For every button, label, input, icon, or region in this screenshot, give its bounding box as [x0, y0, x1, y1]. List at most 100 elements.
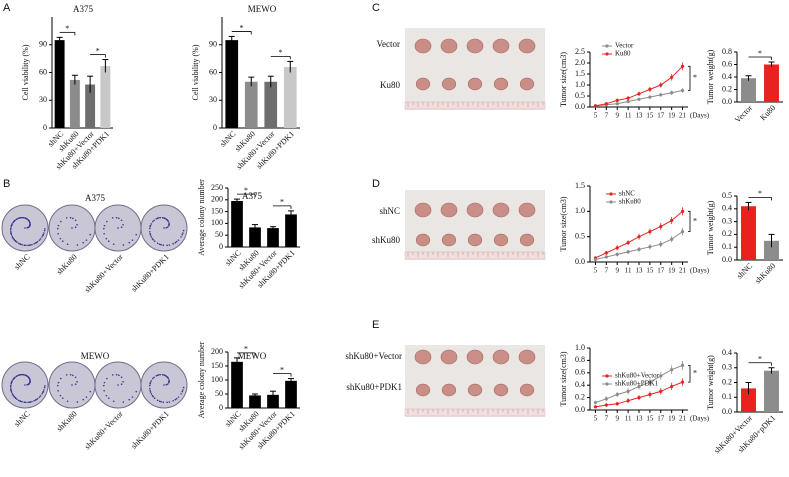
y-tick-label: 0 [43, 123, 47, 132]
colony [9, 384, 12, 387]
x-tick-label: 15 [646, 112, 654, 120]
point [659, 374, 663, 378]
colony [36, 240, 39, 243]
legend-marker [605, 44, 609, 48]
colony [149, 232, 151, 235]
colony [17, 242, 20, 245]
panel-label: D [372, 178, 380, 190]
colony [148, 384, 151, 387]
colony [24, 227, 26, 229]
tumor [467, 383, 483, 397]
chart: 0.0 0.2 0.4 0.6 0.8 1.0 Tumor size(cm3) 5 7 9 11 13… [559, 343, 710, 423]
colony [118, 217, 120, 220]
error-bar [234, 357, 240, 366]
colony [167, 377, 170, 380]
x-unit: (Days) [690, 112, 710, 120]
panel-label: A [3, 2, 11, 14]
colony [10, 224, 13, 226]
colony [28, 219, 30, 222]
colony [167, 224, 170, 227]
legend-marker [609, 200, 613, 204]
colony [28, 244, 31, 246]
colony [106, 377, 108, 380]
colony [153, 376, 155, 379]
colony [27, 383, 29, 386]
x-tick-label: shNC [735, 261, 754, 280]
colony [19, 217, 22, 219]
colony [76, 223, 78, 226]
significance-label: * [693, 73, 697, 82]
y-tick-label: 1.5 [575, 181, 585, 190]
colony [38, 396, 41, 398]
colony [24, 374, 26, 376]
colony [11, 236, 14, 238]
y-tick-label: 250 [211, 183, 223, 192]
panel-label: B [3, 178, 10, 190]
x-tick-label: 7 [605, 112, 609, 120]
colony [31, 243, 33, 246]
significance-label: * [758, 355, 762, 364]
colony [17, 217, 20, 219]
colony [69, 216, 72, 219]
colony [76, 244, 79, 246]
colony [162, 401, 165, 404]
y-tick-label: 0 [219, 242, 223, 251]
colony [120, 226, 123, 229]
chart-title: A375 [73, 4, 93, 14]
y-tick-label: 1.5 [575, 69, 585, 78]
point [680, 64, 685, 68]
x-tick-label: 21 [679, 415, 687, 423]
y-tick-label: 0.1 [722, 242, 732, 251]
colony [149, 391, 152, 393]
point [626, 250, 630, 254]
tumor [440, 202, 458, 218]
bar [54, 40, 65, 128]
y-tick-label: 0.2 [722, 229, 732, 238]
x-tick-label: 7 [605, 415, 609, 423]
bar [741, 78, 756, 102]
y-tick-label: 2.5 [575, 47, 585, 56]
colony [16, 241, 18, 243]
colony [11, 393, 14, 395]
legend-label: Vector [615, 42, 634, 50]
error-bar [768, 233, 775, 248]
y-tick-label: 0.0 [575, 405, 585, 414]
colony [21, 373, 24, 376]
colony [31, 400, 33, 403]
bar [267, 394, 279, 408]
bar [225, 40, 239, 128]
bar [285, 214, 297, 247]
bar [264, 81, 278, 128]
y-axis-label: Tumor weight(g) [706, 200, 715, 255]
colony [168, 223, 170, 225]
tumor [519, 383, 535, 397]
colony [57, 381, 60, 384]
colony [182, 389, 184, 391]
tumor [440, 38, 458, 54]
colony [19, 400, 21, 402]
tumor [414, 349, 432, 365]
colony [150, 236, 153, 238]
bar [764, 240, 779, 260]
bar [231, 200, 243, 247]
point [670, 75, 674, 79]
y-tick-label: 0.1 [722, 392, 732, 401]
colony [24, 401, 27, 404]
bar [244, 81, 258, 128]
significance-label: * [65, 24, 69, 33]
colony [105, 394, 108, 397]
colony [9, 229, 12, 231]
chart-title: MEWO [248, 4, 277, 14]
legend-label: shKu80+Vector [615, 372, 660, 380]
colony [60, 220, 62, 223]
significance-label: * [240, 23, 244, 32]
y-tick-label: 0.0 [575, 102, 585, 111]
colony [28, 401, 31, 403]
colony [153, 240, 156, 243]
y-tick-label: 30 [39, 95, 47, 104]
colony [61, 397, 64, 400]
point [615, 402, 619, 406]
colony [27, 401, 29, 404]
y-axis-label: Average colony number [197, 341, 206, 418]
